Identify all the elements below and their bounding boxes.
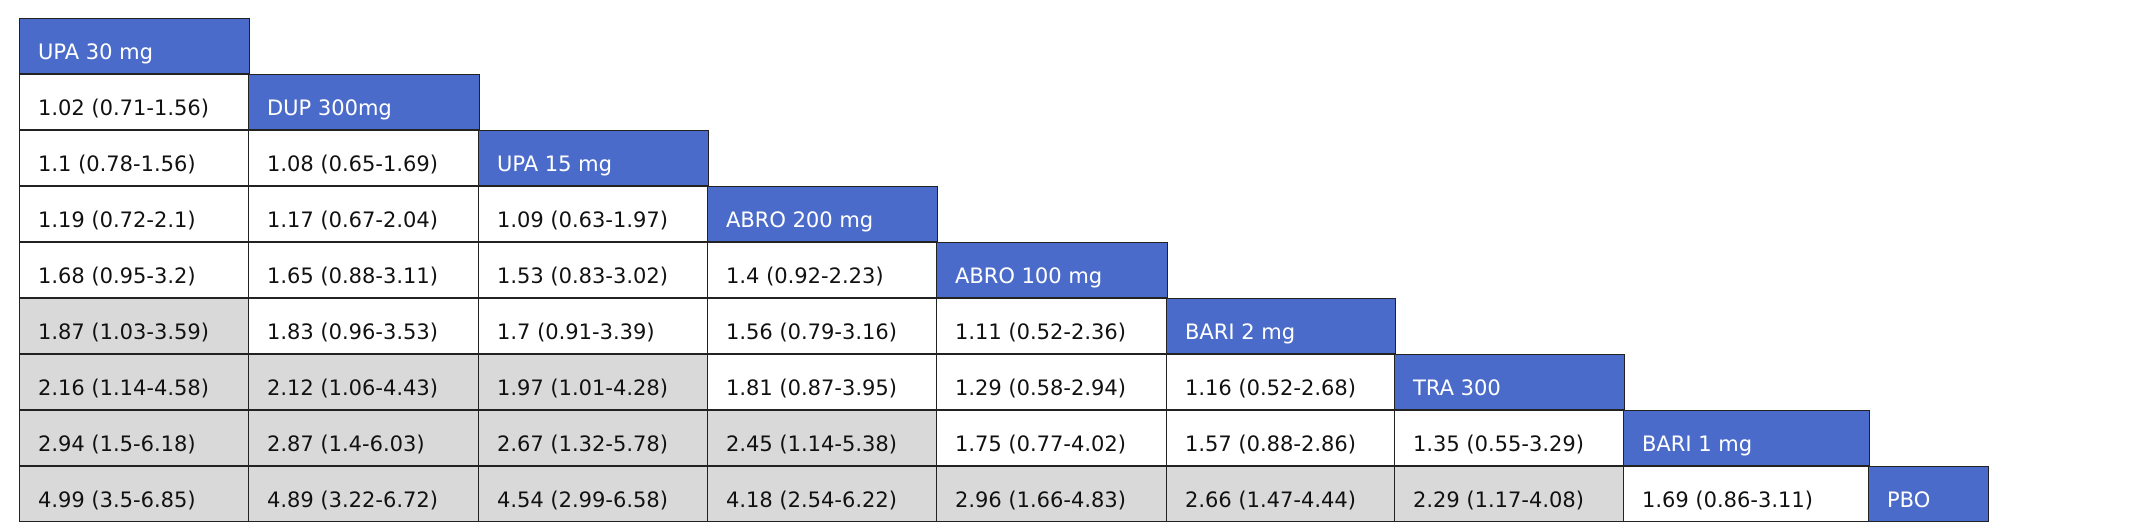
result-cell: 1.4 (0.92-2.23): [707, 242, 938, 298]
result-cell: 1.19 (0.72-2.1): [19, 186, 250, 242]
result-cell: 1.87 (1.03-3.59): [19, 298, 250, 354]
result-cell: 1.16 (0.52-2.68): [1166, 354, 1396, 410]
treatment-header: UPA 30 mg: [19, 18, 250, 74]
result-cell: 1.57 (0.88-2.86): [1166, 410, 1396, 466]
result-cell: 2.94 (1.5-6.18): [19, 410, 250, 466]
result-cell: 1.17 (0.67-2.04): [248, 186, 480, 242]
treatment-header: ABRO 200 mg: [707, 186, 938, 242]
result-cell: 1.53 (0.83-3.02): [478, 242, 709, 298]
treatment-header: TRA 300: [1394, 354, 1625, 410]
result-cell: 2.45 (1.14-5.38): [707, 410, 938, 466]
treatment-header: PBO: [1868, 466, 1989, 522]
result-cell: 2.12 (1.06-4.43): [248, 354, 480, 410]
result-cell: 2.96 (1.66-4.83): [936, 466, 1168, 522]
result-cell: 1.35 (0.55-3.29): [1394, 410, 1625, 466]
result-cell: 1.69 (0.86-3.11): [1623, 466, 1870, 522]
result-cell: 2.66 (1.47-4.44): [1166, 466, 1396, 522]
treatment-header: UPA 15 mg: [478, 130, 709, 186]
result-cell: 2.16 (1.14-4.58): [19, 354, 250, 410]
result-cell: 4.54 (2.99-6.58): [478, 466, 709, 522]
result-cell: 1.56 (0.79-3.16): [707, 298, 938, 354]
treatment-header: BARI 2 mg: [1166, 298, 1396, 354]
result-cell: 4.99 (3.5-6.85): [19, 466, 250, 522]
result-cell: 2.67 (1.32-5.78): [478, 410, 709, 466]
treatment-header: DUP 300mg: [248, 74, 480, 130]
result-cell: 1.7 (0.91-3.39): [478, 298, 709, 354]
result-cell: 1.65 (0.88-3.11): [248, 242, 480, 298]
result-cell: 1.29 (0.58-2.94): [936, 354, 1168, 410]
result-cell: 1.11 (0.52-2.36): [936, 298, 1168, 354]
result-cell: 2.87 (1.4-6.03): [248, 410, 480, 466]
result-cell: 1.81 (0.87-3.95): [707, 354, 938, 410]
result-cell: 2.29 (1.17-4.08): [1394, 466, 1625, 522]
result-cell: 1.68 (0.95-3.2): [19, 242, 250, 298]
result-cell: 1.09 (0.63-1.97): [478, 186, 709, 242]
result-cell: 1.75 (0.77-4.02): [936, 410, 1168, 466]
result-cell: 1.1 (0.78-1.56): [19, 130, 250, 186]
result-cell: 1.83 (0.96-3.53): [248, 298, 480, 354]
result-cell: 4.89 (3.22-6.72): [248, 466, 480, 522]
result-cell: 1.02 (0.71-1.56): [19, 74, 250, 130]
treatment-header: BARI 1 mg: [1623, 410, 1870, 466]
result-cell: 1.08 (0.65-1.69): [248, 130, 480, 186]
result-cell: 1.97 (1.01-4.28): [478, 354, 709, 410]
result-cell: 4.18 (2.54-6.22): [707, 466, 938, 522]
treatment-header: ABRO 100 mg: [936, 242, 1168, 298]
